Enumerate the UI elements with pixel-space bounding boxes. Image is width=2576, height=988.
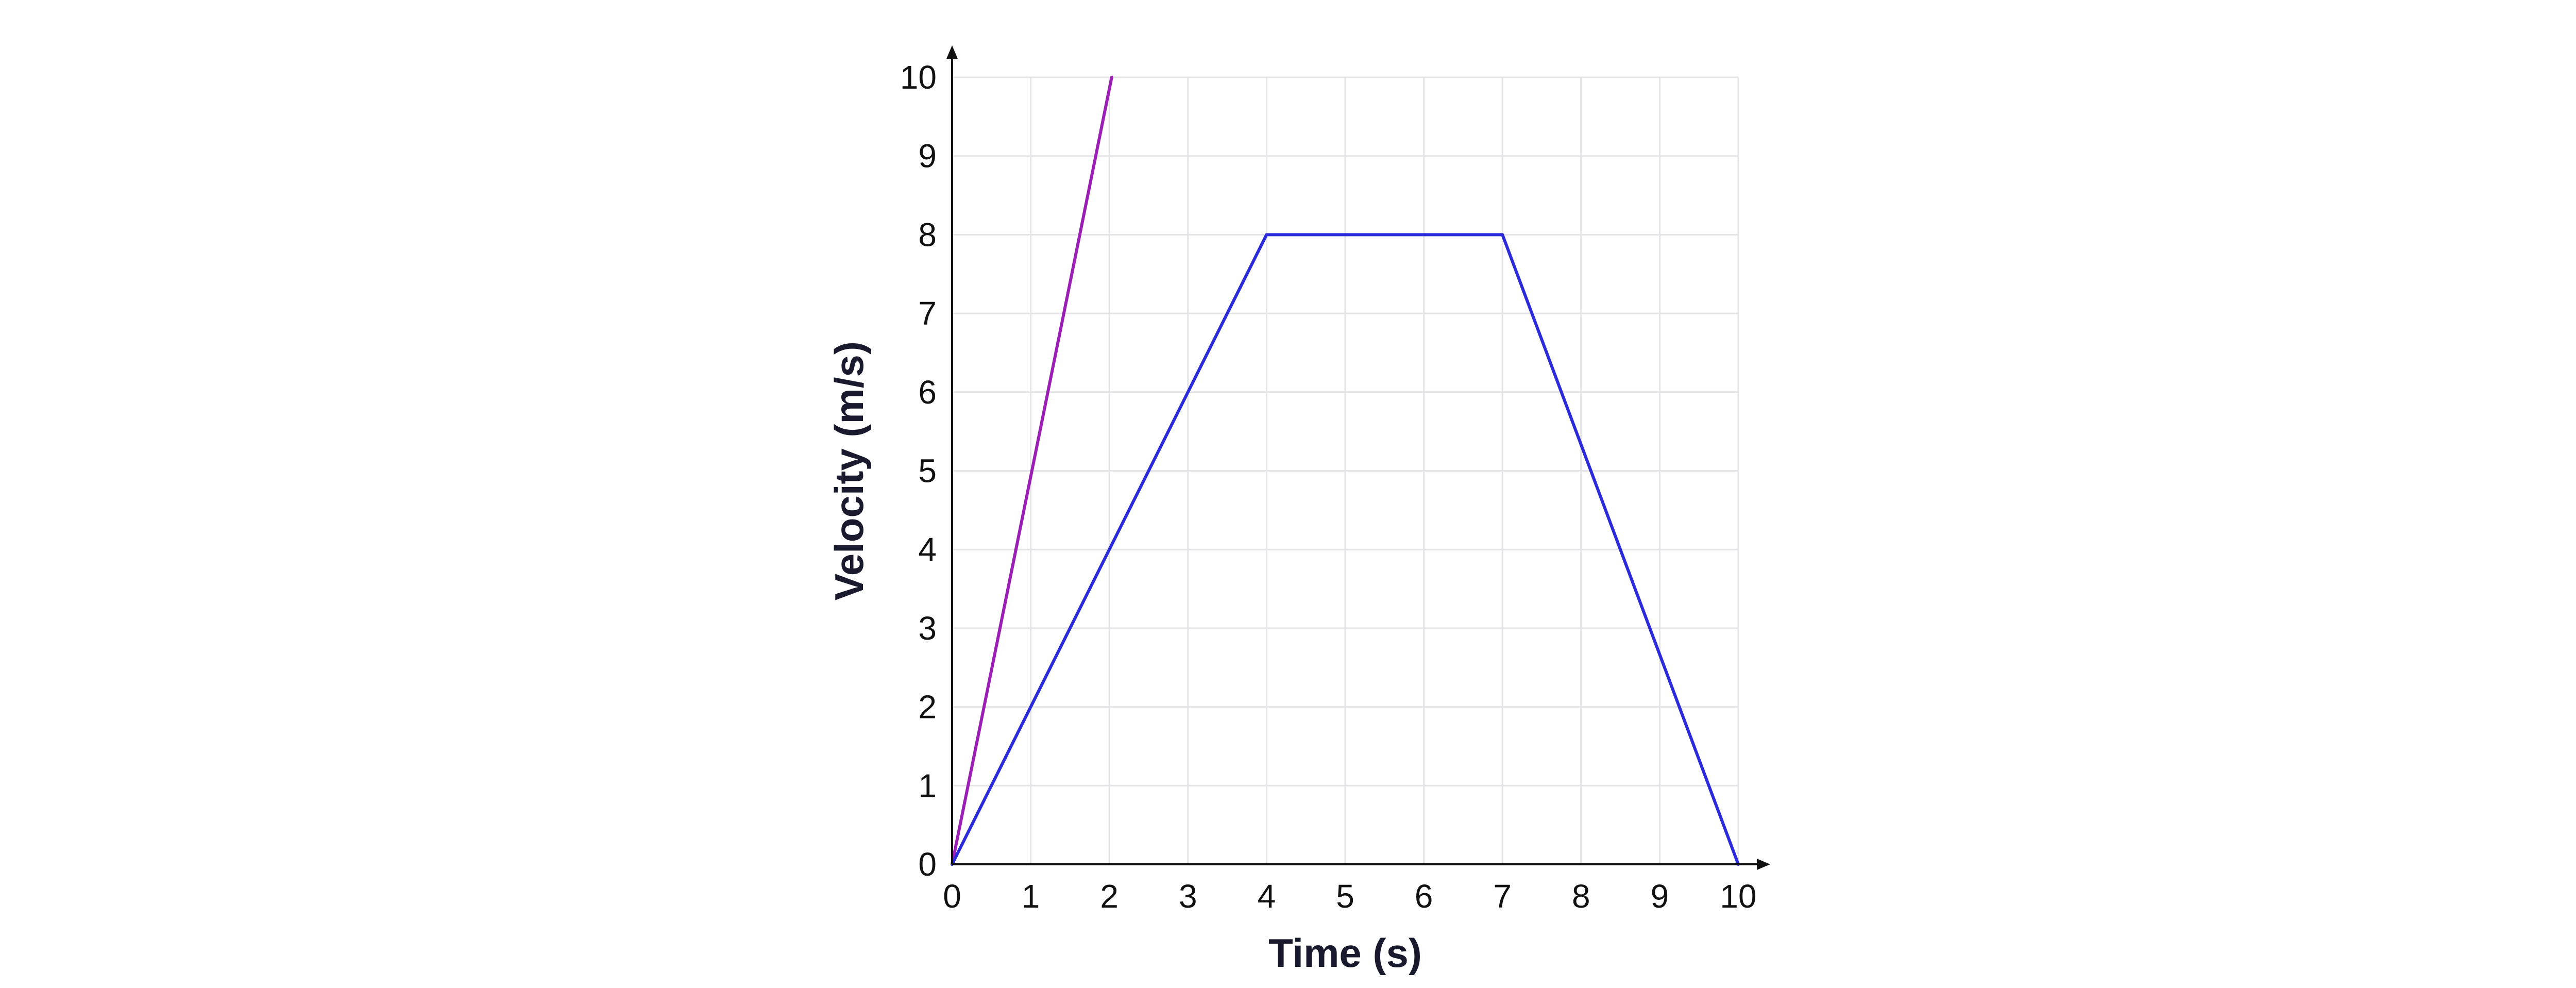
x-tick-label: 9 [1651,878,1669,915]
y-tick-label: 8 [918,216,937,253]
x-axis-title: Time (s) [1268,930,1422,976]
x-tick-label: 0 [943,878,961,915]
y-tick-label: 1 [918,767,937,804]
series-group [951,76,1740,866]
series-line-2 [951,233,1740,866]
x-tick-label: 7 [1493,878,1512,915]
y-tick-label: 4 [918,531,937,568]
y-tick-label: 6 [918,374,937,411]
series-line-1 [951,76,1113,866]
y-tick-label: 10 [900,59,937,96]
x-tick-label: 10 [1720,878,1756,915]
axes [946,45,1770,870]
x-axis-arrow-icon [1757,859,1770,870]
grid [952,76,1739,864]
x-tick-label: 3 [1179,878,1197,915]
y-tick-label: 5 [918,453,937,490]
y-tick-label: 3 [918,610,937,647]
tick-labels: 0 1 2 3 4 5 6 7 8 9 10 0 1 2 3 4 5 6 7 8 9 10 [900,59,1757,915]
y-axis-title: Velocity (m/s) [826,341,872,600]
x-tick-label: 2 [1100,878,1118,915]
y-tick-label: 7 [918,295,937,332]
y-tick-label: 0 [918,846,937,883]
y-tick-label: 2 [918,689,937,726]
x-tick-label: 1 [1022,878,1040,915]
x-tick-label: 6 [1415,878,1433,915]
x-tick-label: 8 [1572,878,1590,915]
y-axis-arrow-icon [946,45,958,59]
x-tick-label: 5 [1336,878,1354,915]
y-tick-label: 9 [918,138,937,175]
x-tick-label: 4 [1258,878,1276,915]
